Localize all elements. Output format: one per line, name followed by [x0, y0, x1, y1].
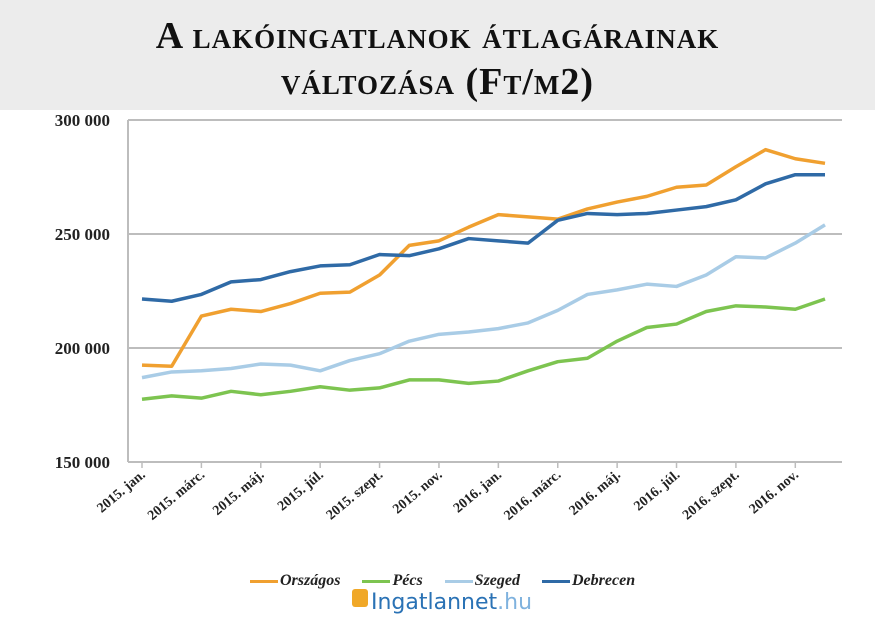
- x-tick-label: 2015. máj.: [210, 468, 267, 519]
- x-tick-label: 2015. jan.: [95, 468, 149, 517]
- y-tick-label: 150 000: [55, 453, 110, 472]
- legend: Országos Pécs Szeged Debrecen: [250, 572, 635, 590]
- x-tick-label: 2016. márc.: [502, 468, 565, 524]
- y-tick-label: 200 000: [55, 339, 110, 358]
- x-tick-label: 2015. márc.: [145, 468, 208, 524]
- x-tick-label: 2016. máj.: [567, 468, 624, 519]
- legend-item-debrecen: Debrecen: [542, 572, 635, 590]
- chart-title-line-1: A lakóingatlanok átlagárainak: [155, 15, 720, 57]
- x-tick-label: 2016. jan.: [451, 468, 505, 517]
- x-tick-label: 2016. szept.: [680, 468, 742, 524]
- legend-item-szeged: Szeged: [444, 572, 520, 590]
- y-tick-label: 300 000: [55, 111, 110, 130]
- series-line-pécs: [141, 297, 826, 402]
- x-tick-label: 2015. szept.: [324, 468, 386, 524]
- legend-label: Pécs: [392, 572, 423, 589]
- series-line-szeged: [141, 223, 826, 380]
- legend-label: Debrecen: [572, 572, 636, 589]
- legend-item-orszagos: Országos: [250, 572, 340, 590]
- house-bubble-icon: [352, 588, 368, 607]
- x-tick-label: 2016. nov.: [747, 468, 802, 518]
- legend-label: Országos: [280, 572, 341, 589]
- logo-suffix: .hu: [497, 590, 533, 615]
- series-line-országos: [141, 147, 826, 368]
- legend-swatch: [444, 579, 473, 583]
- logo-text: Ingatlannet: [371, 590, 498, 615]
- series-line-debrecen: [141, 172, 825, 304]
- legend-item-pecs: Pécs: [362, 572, 423, 590]
- x-tick-label: 2015. nov.: [390, 468, 445, 518]
- ingatlannet-logo: Ingatlannet .hu: [352, 588, 533, 615]
- title-band: [0, 0, 875, 110]
- legend-swatch: [542, 579, 570, 583]
- x-tick-label: 2016. júl.: [631, 468, 683, 515]
- legend-label: Szeged: [474, 572, 520, 589]
- legend-swatch: [250, 579, 278, 583]
- y-tick-label: 250 000: [55, 225, 110, 244]
- legend-swatch: [362, 579, 391, 583]
- chart-title-line-2: változása (Ft/m2): [280, 61, 595, 103]
- x-tick-label: 2015. júl.: [275, 468, 327, 515]
